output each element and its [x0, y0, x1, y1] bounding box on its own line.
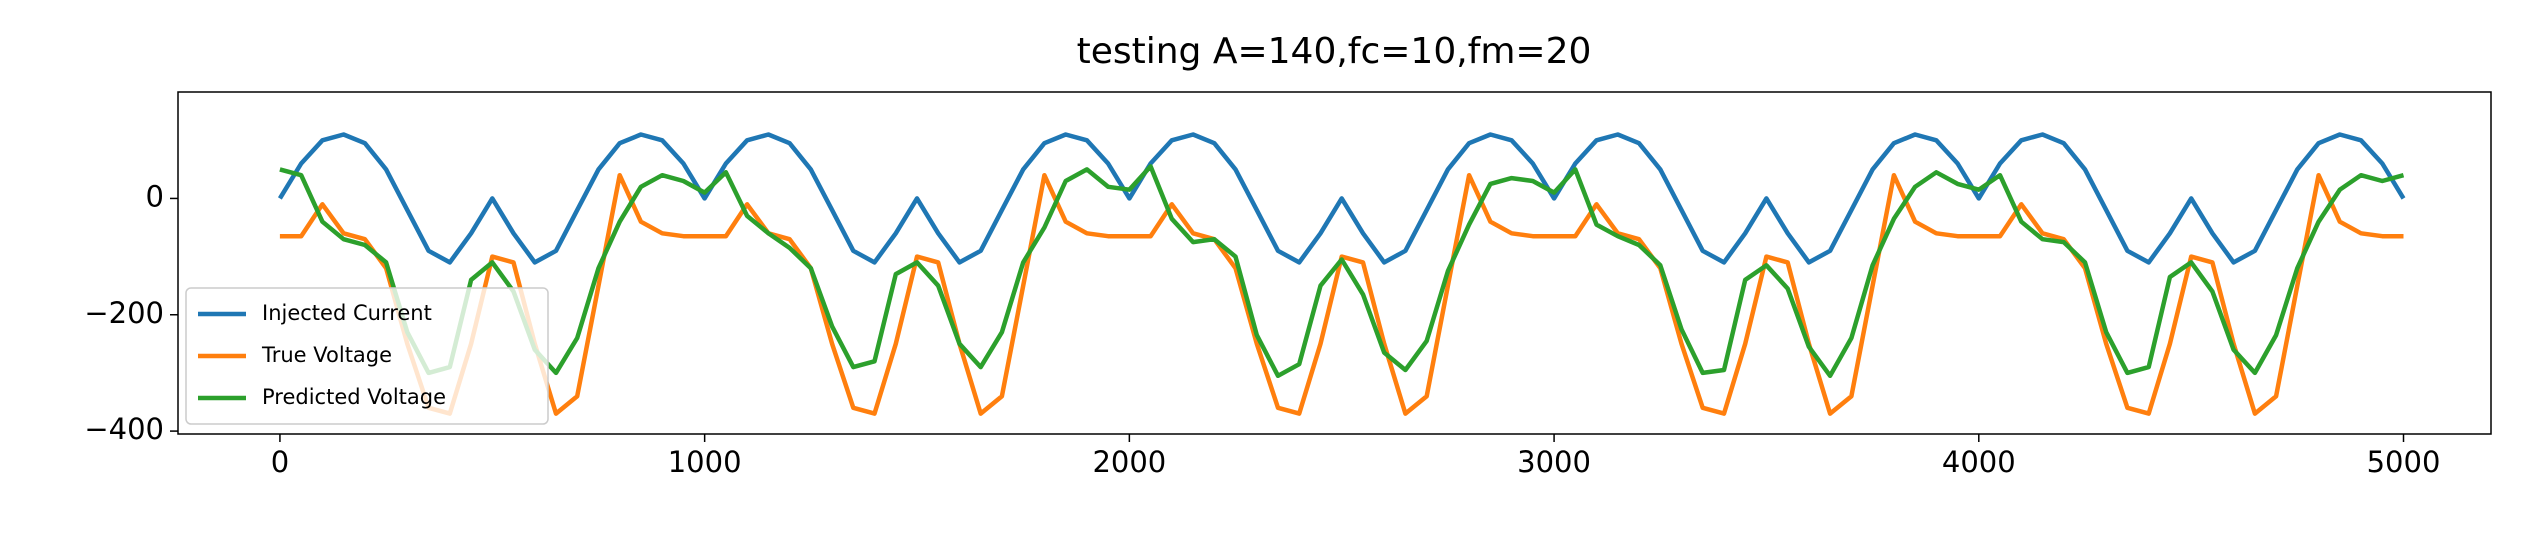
series-line	[279, 164, 2405, 379]
plot-frame	[177, 91, 2492, 435]
x-tick-label: 0	[271, 445, 289, 479]
legend-label: Injected Current	[262, 301, 432, 325]
x-tick-label: 5000	[2367, 445, 2441, 479]
x-tick-label: 4000	[1942, 445, 2016, 479]
x-tick-label: 2000	[1092, 445, 1166, 479]
legend: Injected Current True Voltage Predicted Vo…	[185, 287, 549, 425]
y-tick-label: −200	[84, 296, 164, 330]
series-line	[279, 172, 2404, 416]
legend-box	[185, 287, 549, 425]
x-tick-label: 1000	[668, 445, 742, 479]
legend-label: Predicted Voltage	[262, 385, 446, 409]
y-tick-label: 0	[146, 179, 164, 213]
x-tick-label: 3000	[1517, 445, 1591, 479]
legend-label: True Voltage	[261, 343, 392, 367]
chart-title: testing A=140,fc=10,fm=20	[1077, 31, 1592, 72]
series-line	[277, 132, 2406, 265]
y-tick-label: −400	[84, 412, 164, 446]
